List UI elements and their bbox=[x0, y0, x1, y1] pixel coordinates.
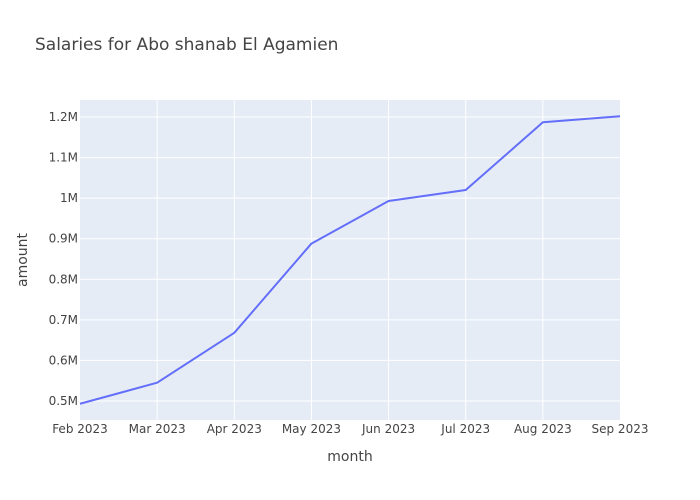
y-axis-ticks: 0.5M 0.6M 0.7M 0.8M 0.9M 1M 1.1M 1.2M bbox=[49, 110, 78, 408]
series-layer bbox=[79, 115, 621, 405]
grid-lines bbox=[80, 100, 620, 420]
y-tick-label: 1.1M bbox=[49, 151, 78, 165]
x-tick-label: Apr 2023 bbox=[207, 422, 262, 436]
y-tick-label: 0.9M bbox=[49, 232, 78, 246]
x-tick-label: Jun 2023 bbox=[361, 422, 415, 436]
plot-area bbox=[80, 100, 620, 420]
y-axis-title: amount bbox=[15, 232, 31, 287]
x-tick-label: Mar 2023 bbox=[129, 422, 186, 436]
y-tick-label: 0.7M bbox=[49, 313, 78, 327]
y-tick-label: 1.2M bbox=[49, 110, 78, 124]
y-tick-label: 1M bbox=[60, 191, 78, 205]
y-tick-label: 0.6M bbox=[49, 353, 78, 367]
chart-title: Salaries for Abo shanab El Agamien bbox=[35, 35, 338, 55]
x-tick-label: Aug 2023 bbox=[514, 422, 572, 436]
x-tick-label: Jul 2023 bbox=[440, 422, 490, 436]
y-tick-label: 0.8M bbox=[49, 272, 78, 286]
x-axis-title: month bbox=[327, 449, 372, 465]
x-tick-label: May 2023 bbox=[282, 422, 341, 436]
y-tick-label: 0.5M bbox=[49, 394, 78, 408]
series-line bbox=[79, 115, 621, 405]
x-tick-label: Feb 2023 bbox=[52, 422, 108, 436]
x-tick-label: Sep 2023 bbox=[592, 422, 649, 436]
x-axis-ticks: Feb 2023 Mar 2023 Apr 2023 May 2023 Jun 2023… bbox=[52, 422, 648, 436]
